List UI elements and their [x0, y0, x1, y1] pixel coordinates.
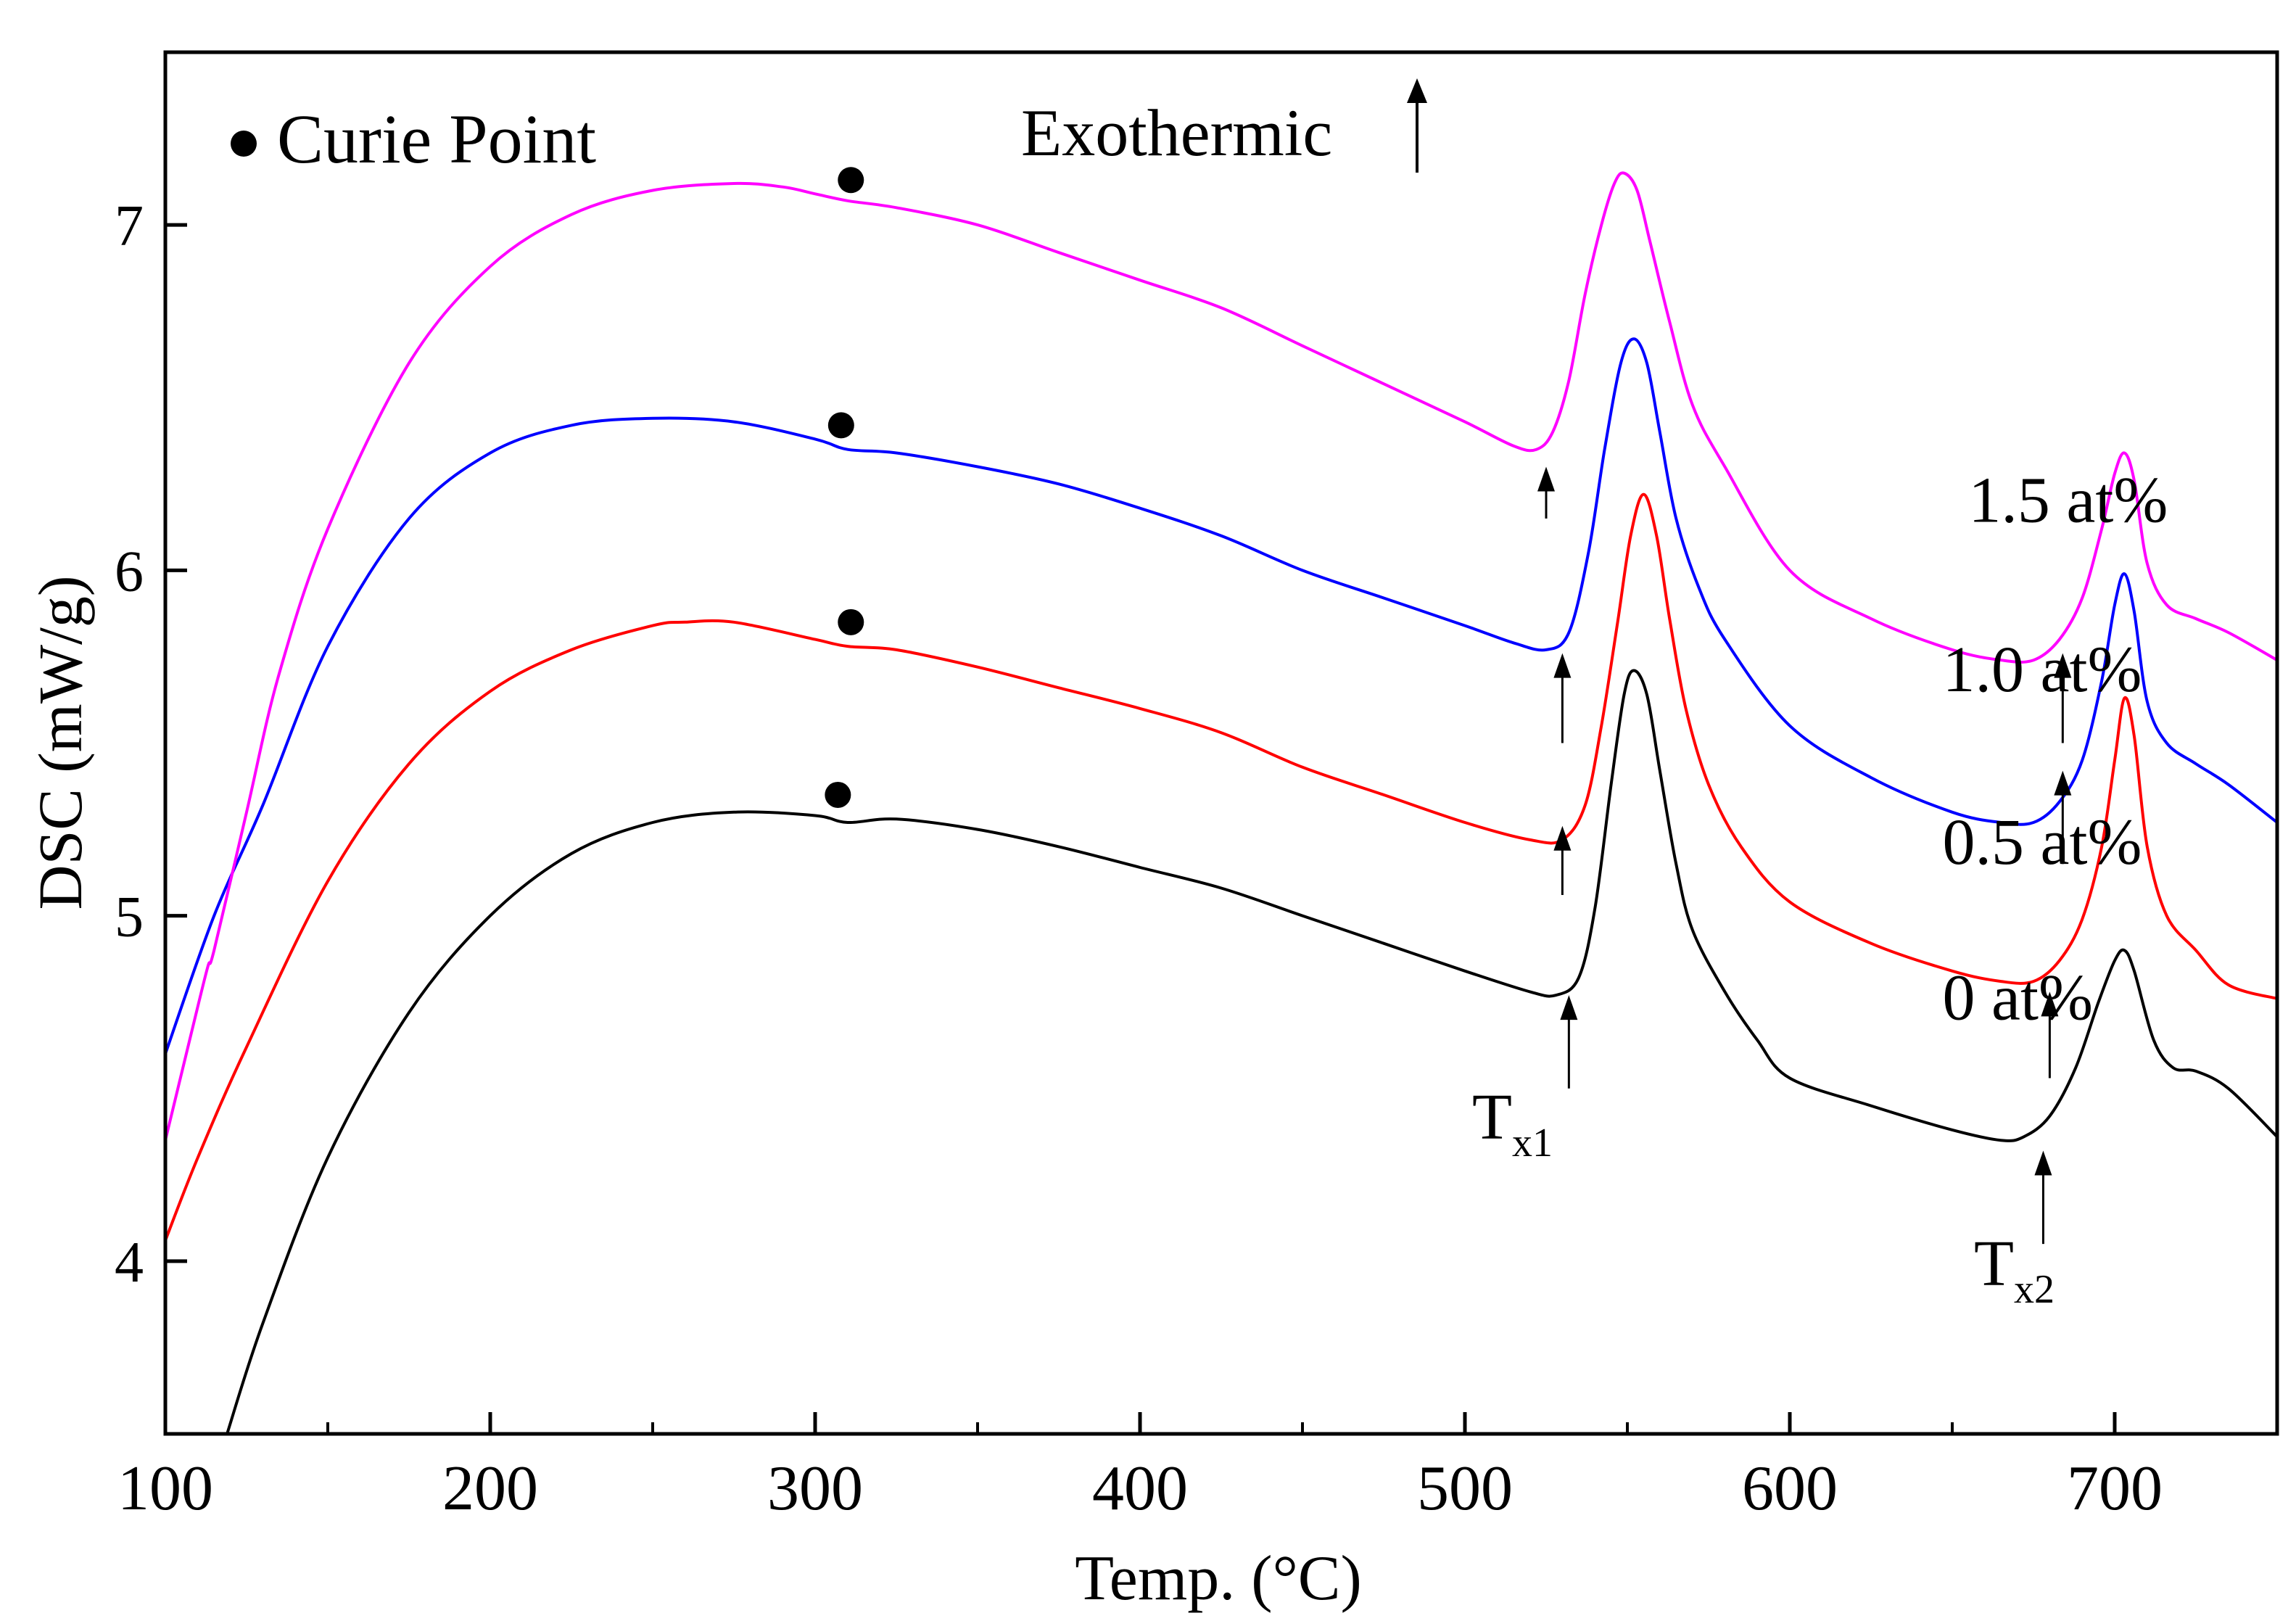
tx1-arrow-head	[1553, 825, 1572, 851]
x-tick-label: 400	[1092, 1453, 1188, 1524]
series-line-1-0-at	[165, 337, 2277, 1055]
series-label: 1.5 at%	[1968, 465, 2168, 537]
y-tick-label: 7	[115, 194, 144, 258]
axes-group: 100 200 300 400 500 600 700 4 5 6 7	[115, 194, 2163, 1524]
tx2-arrow-head	[2054, 770, 2072, 796]
tx2-arrow-head	[2034, 1150, 2052, 1176]
tx1-label: Tx1	[1472, 1081, 1553, 1166]
curie-point-marker	[838, 167, 864, 194]
y-axis-label: DSC (mW/g)	[25, 575, 95, 910]
series-label: 1.0 at%	[1943, 634, 2142, 706]
tx2-main: T	[1974, 1228, 2014, 1300]
curie-point-marker	[838, 609, 864, 635]
exothermic-label: Exothermic	[1021, 96, 1332, 170]
x-tick-label: 300	[767, 1453, 863, 1524]
curie-markers-group	[825, 167, 864, 808]
series-line-0-5-at	[165, 492, 2277, 1242]
legend-marker	[231, 131, 257, 157]
y-tick-label: 6	[115, 540, 144, 603]
tx1-sub: x1	[1512, 1121, 1553, 1166]
x-tick-label: 200	[442, 1453, 538, 1524]
x-axis-label: Temp. (°C)	[1075, 1543, 1362, 1614]
series-line-1-5-at	[165, 171, 2277, 1141]
curie-point-marker	[827, 412, 854, 439]
tx2-label: Tx2	[1974, 1228, 2055, 1312]
tx2-sub: x2	[2014, 1267, 2055, 1312]
series-line-0-at	[226, 669, 2277, 1434]
tx2-arrow-head	[2041, 991, 2059, 1017]
tx1-main: T	[1472, 1081, 1512, 1153]
tx1-arrow-head	[1560, 995, 1578, 1020]
tx1-arrow-head	[1537, 466, 1555, 492]
y-tick-label: 5	[115, 886, 144, 949]
x-tick-label: 700	[2067, 1453, 2163, 1524]
series-label: 0 at%	[1943, 962, 2093, 1034]
x-tick-label: 100	[117, 1453, 213, 1524]
series-group	[165, 171, 2277, 1434]
x-tick-label: 600	[1742, 1453, 1838, 1524]
legend-label: Curie Point	[277, 100, 596, 178]
y-tick-label: 4	[115, 1231, 144, 1295]
tx2-arrow-head	[2054, 653, 2072, 678]
tx-arrows-group	[1537, 466, 2072, 1245]
plot-frame	[163, 50, 2279, 1436]
tx1-arrow-head	[1553, 653, 1572, 678]
series-label: 0.5 at%	[1943, 807, 2142, 878]
curie-point-marker	[825, 781, 851, 808]
x-tick-label: 500	[1417, 1453, 1513, 1524]
exothermic-arrow	[1407, 78, 1427, 173]
